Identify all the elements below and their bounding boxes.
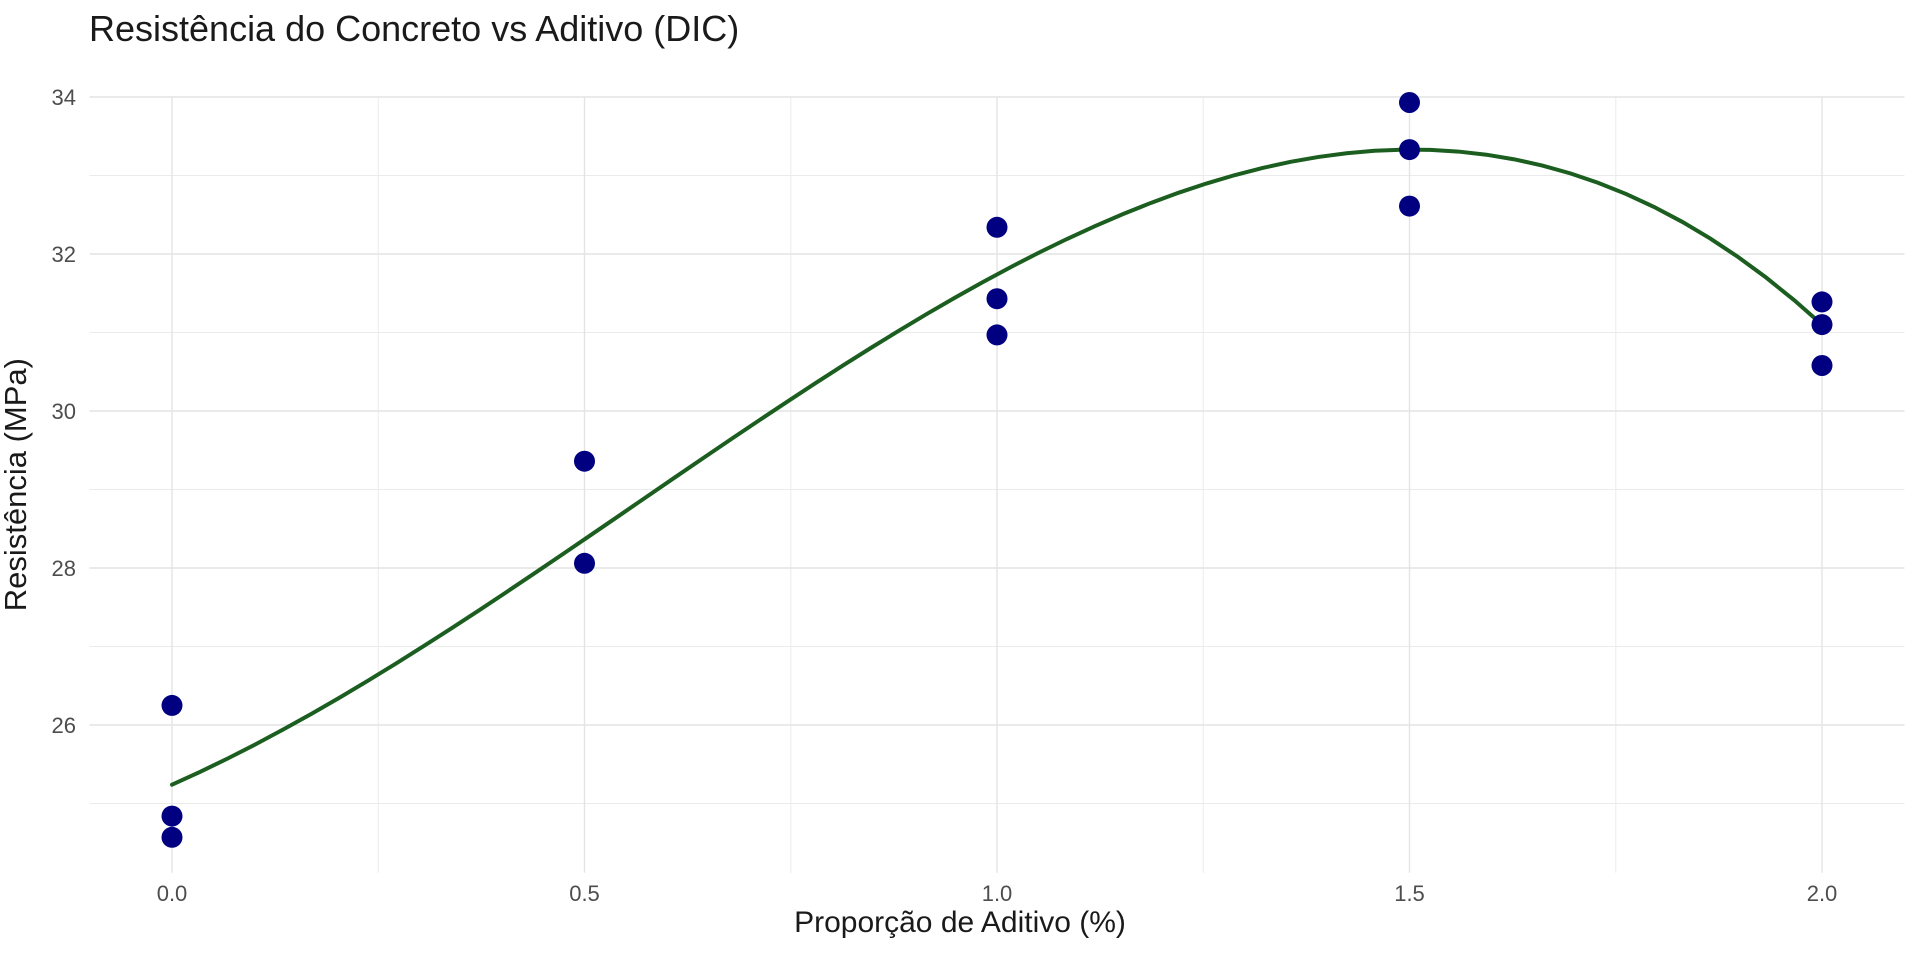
svg-text:0.5: 0.5 <box>569 881 600 906</box>
svg-text:2.0: 2.0 <box>1807 881 1838 906</box>
svg-text:1.5: 1.5 <box>1394 881 1425 906</box>
svg-text:34: 34 <box>52 85 76 110</box>
svg-text:30: 30 <box>52 399 76 424</box>
svg-text:28: 28 <box>52 556 76 581</box>
svg-text:26: 26 <box>52 713 76 738</box>
svg-text:32: 32 <box>52 242 76 267</box>
svg-text:0.0: 0.0 <box>157 881 188 906</box>
svg-text:1.0: 1.0 <box>982 881 1013 906</box>
